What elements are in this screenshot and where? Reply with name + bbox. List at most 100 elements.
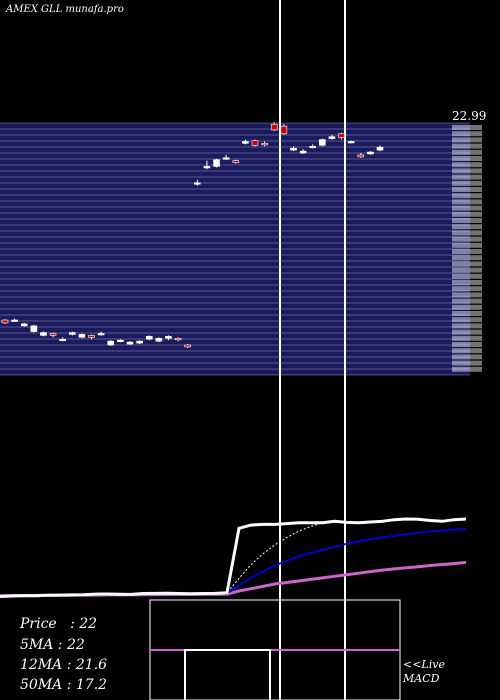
band-label-mark — [452, 224, 482, 230]
band-label-mark — [452, 311, 482, 316]
stat-12ma: 12MA : 21.6 — [20, 657, 108, 673]
band-label-mark — [452, 255, 482, 261]
band-label-mark — [452, 199, 482, 205]
candle-bull — [59, 338, 66, 342]
band-label-mark — [452, 354, 482, 360]
stat-5ma-label: 5MA — [20, 637, 54, 653]
price-bands — [0, 122, 470, 376]
stat-price-value: 22 — [79, 616, 98, 632]
band-label-mark — [452, 249, 482, 254]
band-label-mark — [452, 187, 482, 192]
macd-label-line1: <<Live — [403, 658, 445, 671]
band-label-mark — [452, 366, 482, 372]
candle-bull — [194, 182, 201, 185]
candle-bear — [357, 154, 365, 158]
candles — [1, 122, 384, 348]
candle-bull — [290, 147, 297, 151]
band-label-mark — [452, 348, 482, 354]
band-label-mark — [452, 205, 482, 211]
band-label-mark — [452, 180, 482, 186]
candle-bull — [78, 334, 86, 338]
candle-bear — [338, 133, 345, 138]
candle-bear — [261, 143, 268, 146]
band-label-mark — [452, 280, 482, 285]
band-label-mark — [452, 174, 482, 180]
band-label-mark — [452, 125, 482, 130]
band-label-mark — [452, 230, 482, 236]
candle-bear — [88, 335, 95, 338]
candle-bull — [347, 141, 355, 144]
band-label-mark — [452, 304, 482, 310]
candle-bull — [136, 340, 143, 344]
band-label-mark — [452, 131, 482, 137]
candle-bull — [367, 151, 374, 155]
candle-bear — [184, 344, 191, 348]
candle-bull — [242, 141, 249, 144]
band-label-mark — [452, 360, 482, 366]
candle-bull — [20, 323, 28, 327]
band-label-mark — [452, 149, 482, 155]
candle-bull — [222, 157, 230, 160]
band-label-mark — [452, 218, 482, 223]
candle-bear — [174, 337, 182, 341]
candle-bear — [251, 140, 259, 146]
candle-bull — [309, 145, 316, 149]
band-label-mark — [452, 242, 482, 248]
band-label-mark — [452, 286, 482, 292]
band-label-mark — [452, 335, 482, 341]
candle-bull — [40, 332, 47, 336]
candle-bear — [280, 125, 288, 135]
candle-bull — [165, 336, 172, 339]
stat-5ma: 5MA : 22 — [20, 637, 85, 653]
band-label-mark — [452, 323, 482, 329]
price-label: 22.99 — [452, 109, 486, 123]
band-label-mark — [452, 342, 482, 347]
macd-label-line2: MACD — [403, 672, 440, 685]
band-label-mark — [452, 261, 482, 267]
band-label-mark — [452, 193, 482, 199]
candle-bull — [299, 150, 307, 154]
macd-label: <<Live MACD — [403, 658, 445, 686]
band-labels — [452, 125, 482, 372]
candle-bear — [232, 160, 240, 163]
candle-bull — [126, 341, 134, 345]
candle-bull — [11, 319, 18, 322]
band-label-mark — [452, 143, 482, 149]
page-title: AMEX GLL munafa.pro — [6, 4, 124, 15]
moving-averages — [0, 517, 467, 598]
band-label-mark — [452, 162, 482, 168]
candle-bear — [1, 319, 9, 324]
candle-bear — [49, 333, 57, 336]
stat-50ma-label: 50MA — [20, 677, 63, 693]
band-label-mark — [452, 156, 482, 161]
band-label-mark — [452, 273, 482, 279]
band-label-mark — [452, 298, 482, 304]
candle-bull — [107, 340, 115, 346]
candle-bull — [203, 166, 211, 169]
candle-bull — [155, 337, 163, 342]
band-label-mark — [452, 168, 482, 174]
macd-histogram — [184, 649, 271, 700]
candle-bull — [328, 136, 336, 139]
stat-12ma-label: 12MA — [20, 657, 63, 673]
candle-bull — [97, 333, 105, 336]
ma-short-line — [0, 517, 467, 598]
band-label-mark — [452, 292, 482, 298]
candle-bull — [30, 325, 38, 332]
macd-panel — [149, 599, 401, 700]
stat-50ma: 50MA : 17.2 — [20, 677, 108, 693]
candle-bull — [213, 159, 220, 167]
band-label-mark — [452, 317, 482, 323]
candle-bear — [270, 123, 278, 131]
candle-bull — [117, 339, 124, 343]
band-label-mark — [452, 137, 482, 143]
stat-50ma-value: 17.2 — [75, 677, 108, 693]
band-label-mark — [452, 236, 482, 242]
stat-price-label: Price — [20, 616, 57, 632]
stat-price: Price : 22 — [20, 616, 98, 632]
band-label-mark — [452, 211, 482, 217]
candle-bull — [69, 332, 76, 335]
candle-bull — [376, 146, 384, 151]
